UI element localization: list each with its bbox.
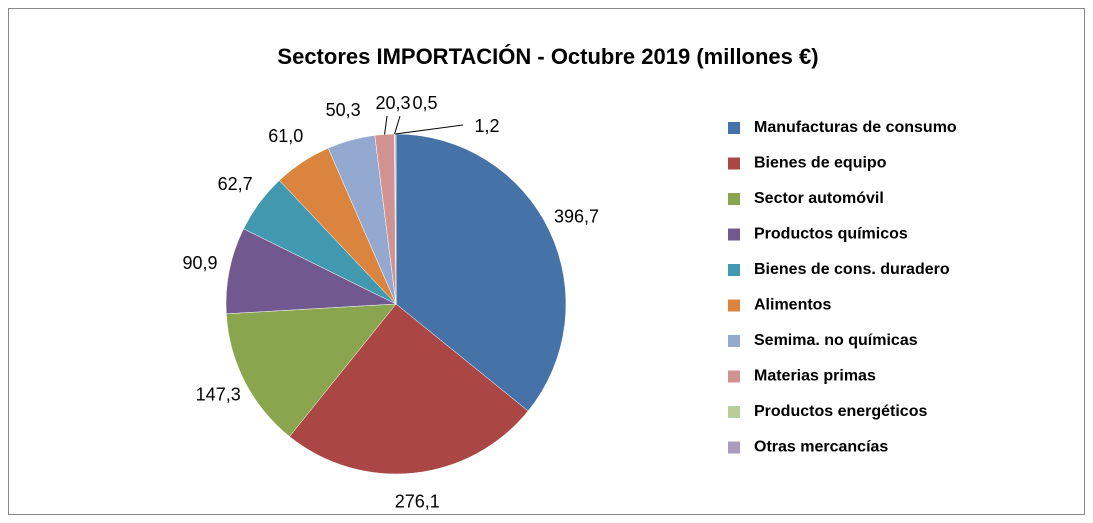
data-label: 61,0 [268,126,303,146]
legend-label: Materias primas [754,368,876,385]
legend-swatch [728,228,740,241]
legend-label: Otras mercancías [754,439,888,456]
legend-label: Sector automóvil [754,190,884,207]
leader-line [394,115,401,135]
legend-label: Bienes de equipo [754,155,887,172]
data-label: 396,7 [554,207,599,227]
data-label: 90,9 [182,253,217,273]
legend-label: Productos químicos [754,226,908,243]
legend-swatch [728,370,740,383]
data-label: 147,3 [196,384,241,404]
data-label: 0,5 [412,93,437,113]
data-label: 20,3 [375,93,410,113]
data-label: 276,1 [395,492,440,512]
pie-slice [395,133,567,412]
data-label: 50,3 [326,100,361,120]
legend-label: Manufacturas de consumo [754,119,957,136]
legend-label: Bienes de cons. duradero [754,261,950,278]
chart-title: Sectores IMPORTACIÓN - Octubre 2019 (mil… [277,44,818,69]
legend-swatch [728,264,740,276]
data-label: 1,2 [474,116,499,136]
legend-swatch [728,157,740,170]
legend-swatch [728,406,740,418]
leader-line [384,115,388,135]
legend-swatch [728,335,740,347]
pie-slice [225,228,397,315]
legend-swatch [728,122,740,134]
legend-label: Semima. no químicas [754,332,918,349]
legend-label: Productos energéticos [754,403,927,420]
legend-swatch [728,441,740,454]
leader-line [395,124,464,135]
pie-slice [226,303,397,437]
data-label: 62,7 [218,174,253,194]
legend-label: Alimentos [754,297,831,314]
pie-slice [289,303,529,475]
legend-swatch [728,299,740,312]
legend-swatch [728,193,740,205]
